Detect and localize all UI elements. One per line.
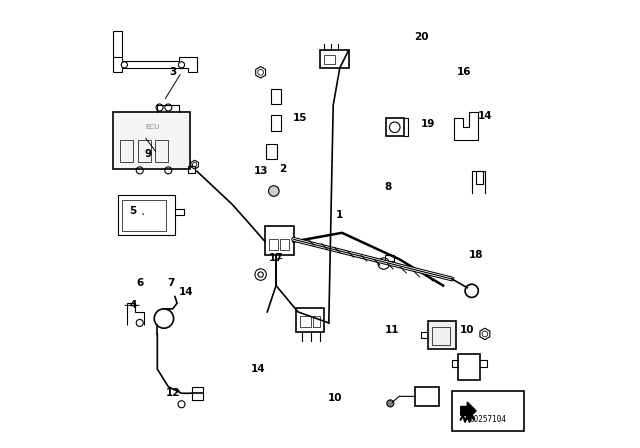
Text: 12: 12 xyxy=(166,388,180,398)
Text: 14: 14 xyxy=(477,111,492,121)
Text: 14: 14 xyxy=(179,287,193,297)
Bar xyxy=(271,89,282,104)
Polygon shape xyxy=(461,402,476,420)
Text: 5: 5 xyxy=(129,206,137,216)
Text: 4: 4 xyxy=(129,300,137,310)
Text: 2: 2 xyxy=(279,164,286,174)
Text: 8: 8 xyxy=(385,181,392,192)
Bar xyxy=(428,321,456,349)
Circle shape xyxy=(387,400,394,407)
Text: 19: 19 xyxy=(420,119,435,129)
Text: 7: 7 xyxy=(167,278,174,289)
Bar xyxy=(271,115,282,131)
Bar xyxy=(122,200,166,231)
Bar xyxy=(155,141,168,163)
Text: 16: 16 xyxy=(457,67,472,78)
Bar xyxy=(386,118,404,136)
Bar xyxy=(314,316,320,327)
Bar xyxy=(300,316,311,327)
Bar xyxy=(280,239,289,250)
Text: 1: 1 xyxy=(336,210,344,220)
Circle shape xyxy=(269,186,279,196)
Bar xyxy=(120,141,133,163)
Bar xyxy=(113,112,190,169)
Text: 00257104: 00257104 xyxy=(470,415,507,424)
Bar xyxy=(458,354,481,380)
Bar xyxy=(452,391,524,431)
Text: 20: 20 xyxy=(414,32,428,42)
Text: 10: 10 xyxy=(328,392,342,403)
Text: 11: 11 xyxy=(385,324,400,335)
Bar xyxy=(265,226,294,255)
Bar xyxy=(415,387,438,406)
Text: 10: 10 xyxy=(460,324,474,335)
Bar xyxy=(266,143,277,159)
Text: 15: 15 xyxy=(293,112,307,123)
Bar xyxy=(118,195,175,235)
Text: 14: 14 xyxy=(251,364,266,374)
Text: ECU: ECU xyxy=(146,124,160,130)
Text: 9: 9 xyxy=(145,149,152,159)
Bar xyxy=(269,239,278,250)
Text: 13: 13 xyxy=(253,166,268,176)
Text: 18: 18 xyxy=(469,250,483,260)
Bar xyxy=(324,55,335,64)
Bar xyxy=(385,255,394,261)
Bar xyxy=(320,50,349,68)
Text: 17: 17 xyxy=(269,253,284,263)
Bar xyxy=(138,141,151,163)
Bar xyxy=(432,327,450,345)
Bar xyxy=(296,307,324,332)
Text: 6: 6 xyxy=(136,278,143,289)
Text: 3: 3 xyxy=(169,67,177,78)
